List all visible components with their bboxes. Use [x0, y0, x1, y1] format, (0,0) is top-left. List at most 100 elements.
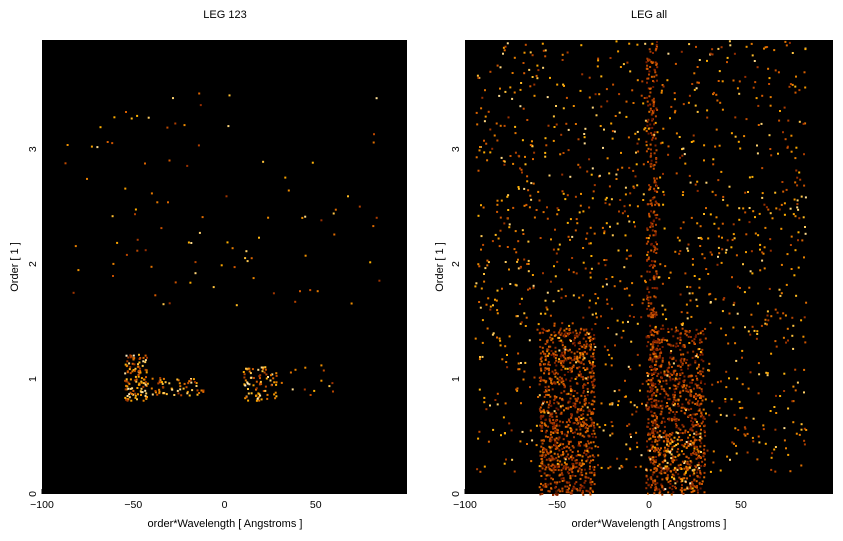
heatmap-pixel — [549, 280, 552, 283]
heatmap-pixel — [741, 349, 744, 352]
heatmap-pixel — [796, 199, 799, 202]
heatmap-pixel — [571, 322, 574, 325]
heatmap-pixel — [154, 391, 157, 394]
heatmap-pixel — [657, 187, 660, 190]
heatmap-pixel — [717, 227, 720, 230]
heatmap-pixel — [768, 134, 771, 137]
heatmap-pixel — [722, 198, 725, 201]
heatmap-pixel — [586, 430, 589, 433]
heatmap-pixel — [589, 417, 592, 419]
heatmap-pixel — [578, 366, 581, 369]
heatmap-pixel — [673, 398, 676, 401]
heatmap-pixel — [801, 239, 804, 242]
heatmap-pixel — [575, 459, 578, 461]
heatmap-pixel — [560, 477, 563, 480]
heatmap-pixel — [546, 291, 549, 294]
heatmap-pixel — [702, 375, 705, 378]
heatmap-pixel — [542, 402, 545, 405]
heatmap-pixel — [679, 348, 682, 351]
heatmap-pixel — [692, 140, 695, 143]
heatmap-pixel — [132, 389, 135, 392]
heatmap-pixel — [549, 400, 552, 403]
heatmap-pixel — [543, 485, 546, 488]
heatmap-pixel — [588, 409, 591, 412]
heatmap-pixel — [165, 393, 168, 396]
heatmap-pixel — [560, 296, 563, 299]
heatmap-pixel — [142, 399, 145, 402]
y-tick-label: 1 — [27, 376, 39, 382]
heatmap-pixel — [653, 210, 656, 213]
heatmap-pixel — [572, 485, 575, 488]
heatmap-pixel — [555, 428, 558, 431]
heatmap-pixel — [680, 368, 683, 371]
y-tick-label: 0 — [27, 491, 39, 497]
heatmap-pixel — [594, 436, 597, 439]
heatmap-pixel — [784, 40, 787, 43]
heatmap-pixel — [717, 235, 720, 238]
heatmap-pixel — [540, 445, 543, 448]
heatmap-pixel — [555, 415, 558, 418]
heatmap-pixel — [675, 374, 678, 377]
heatmap-pixel — [332, 390, 334, 393]
heatmap-pixel — [650, 382, 653, 385]
heatmap-pixel — [595, 316, 598, 319]
heatmap-pixel — [650, 249, 653, 252]
heatmap-pixel — [702, 455, 705, 458]
heatmap-pixel — [540, 429, 543, 432]
heatmap-pixel — [619, 280, 622, 283]
y-tick-label: 3 — [27, 146, 39, 152]
heatmap-pixel — [552, 432, 555, 434]
heatmap-pixel — [668, 277, 671, 279]
heatmap-pixel — [661, 346, 664, 348]
heatmap-pixel — [558, 463, 561, 466]
heatmap-pixel — [627, 365, 630, 368]
heatmap-pixel — [127, 387, 130, 390]
heatmap-pixel — [756, 144, 758, 147]
heatmap-pixel — [590, 403, 593, 406]
heatmap-pixel — [708, 369, 711, 372]
heatmap-pixel — [788, 85, 791, 88]
heatmap-pixel — [545, 466, 548, 469]
heatmap-pixel — [650, 75, 653, 78]
heatmap-pixel — [655, 158, 658, 161]
heatmap-pixel — [572, 331, 575, 334]
heatmap-pixel — [481, 355, 484, 358]
heatmap-pixel — [792, 385, 795, 388]
heatmap-pixel — [480, 248, 482, 251]
heatmap-pixel — [699, 432, 702, 435]
heatmap-pixel — [560, 463, 563, 466]
heatmap-pixel — [673, 474, 676, 477]
heatmap-pixel — [683, 445, 686, 448]
heatmap-pixel — [758, 212, 761, 215]
heatmap-pixel — [674, 62, 677, 65]
heatmap-pixel — [662, 388, 665, 391]
heatmap-pixel — [637, 138, 640, 141]
heatmap-pixel — [804, 86, 807, 89]
heatmap-pixel — [726, 455, 729, 458]
heatmap-pixel — [726, 61, 728, 64]
heatmap-pixel — [557, 455, 560, 458]
x-tick-label: −100 — [453, 499, 477, 511]
heatmap-pixel — [672, 411, 675, 413]
heatmap-pixel — [589, 493, 592, 496]
heatmap-pixel — [783, 427, 786, 430]
heatmap-pixel — [647, 251, 650, 254]
heatmap-pixel — [670, 105, 673, 108]
heatmap-pixel — [694, 335, 697, 338]
heatmap-pixel — [578, 463, 581, 466]
heatmap-pixel — [679, 395, 682, 398]
heatmap-pixel — [569, 385, 572, 388]
heatmap-pixel — [647, 305, 650, 308]
heatmap-pixel — [660, 376, 663, 379]
heatmap-pixel — [562, 365, 565, 368]
heatmap-pixel — [709, 321, 712, 324]
heatmap-pixel — [662, 127, 665, 130]
heatmap-pixel — [653, 460, 656, 463]
heatmap-pixel — [590, 390, 593, 393]
heatmap-pixel — [681, 479, 684, 482]
heatmap-pixel — [678, 239, 681, 242]
heatmap-pixel — [697, 409, 700, 412]
heatmap-pixel — [666, 367, 669, 370]
heatmap-pixel — [569, 389, 572, 392]
heatmap-pixel — [552, 352, 555, 355]
